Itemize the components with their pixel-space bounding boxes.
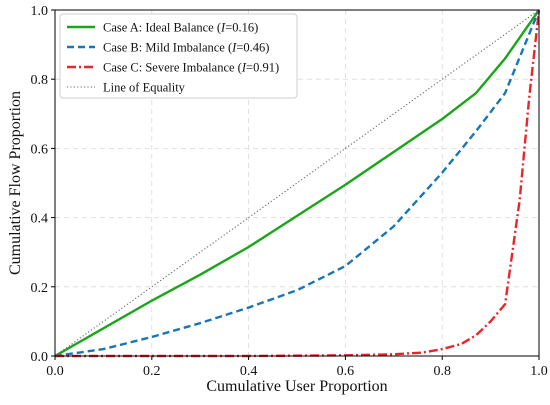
legend-label-case-a-ideal-balance: Case A: Ideal Balance (I=0.16) — [103, 21, 258, 35]
legend-label-suffix: =0.91) — [246, 61, 279, 75]
y-tick-label: 0.6 — [31, 142, 49, 157]
legend-label-italic: I — [231, 41, 237, 55]
legend-label-case-c-severe-imbalance: Case C: Severe Imbalance (I=0.91) — [103, 61, 279, 75]
y-tick-label: 0.0 — [31, 350, 49, 365]
x-tick-label: 0.4 — [240, 364, 258, 379]
legend-label-suffix: =0.16) — [225, 21, 258, 35]
plot-frame — [54, 9, 540, 357]
legend-label-italic: I — [220, 21, 226, 35]
x-tick-label: 1.0 — [530, 364, 548, 379]
legend-label-suffix: =0.46) — [236, 41, 269, 55]
axis-ticks: 0.0 0.2 0.4 0.6 0.8 1.0 0.0 0.2 0.4 0.6 0.8 1.0 — [31, 4, 548, 379]
legend-label-italic: I — [241, 61, 247, 75]
legend-label-case-b-mild-imbalance: Case B: Mild Imbalance (I=0.46) — [103, 41, 269, 55]
legend-label-text: Case A: Ideal Balance ( — [103, 21, 221, 35]
x-tick-label: 0.6 — [337, 364, 355, 379]
x-tick-label: 0.2 — [143, 364, 161, 379]
x-tick-label: 0.0 — [46, 364, 64, 379]
y-tick-label: 0.4 — [31, 212, 49, 227]
legend: Case A: Ideal Balance (I=0.16)Case B: Mi… — [59, 13, 298, 99]
legend-label-text: Case B: Mild Imbalance ( — [103, 41, 232, 55]
y-axis-title: Cumulative Flow Proportion — [7, 91, 24, 275]
y-tick-label: 0.8 — [31, 73, 49, 88]
legend-label-text: Line of Equality — [103, 81, 186, 95]
legend-box — [59, 13, 298, 99]
x-axis-title: Cumulative User Proportion — [206, 378, 387, 395]
legend-label-line-of-equality: Line of Equality — [103, 81, 186, 95]
series-line-line-of-equality — [54, 9, 540, 357]
y-tick-label: 1.0 — [31, 4, 49, 19]
x-tick-label: 0.8 — [433, 364, 451, 379]
legend-label-text: Case C: Severe Imbalance ( — [103, 61, 242, 75]
series-line-case-a-ideal-balance — [54, 9, 540, 358]
series-line-case-b-mild-imbalance — [54, 9, 541, 358]
y-tick-label: 0.2 — [31, 281, 49, 296]
